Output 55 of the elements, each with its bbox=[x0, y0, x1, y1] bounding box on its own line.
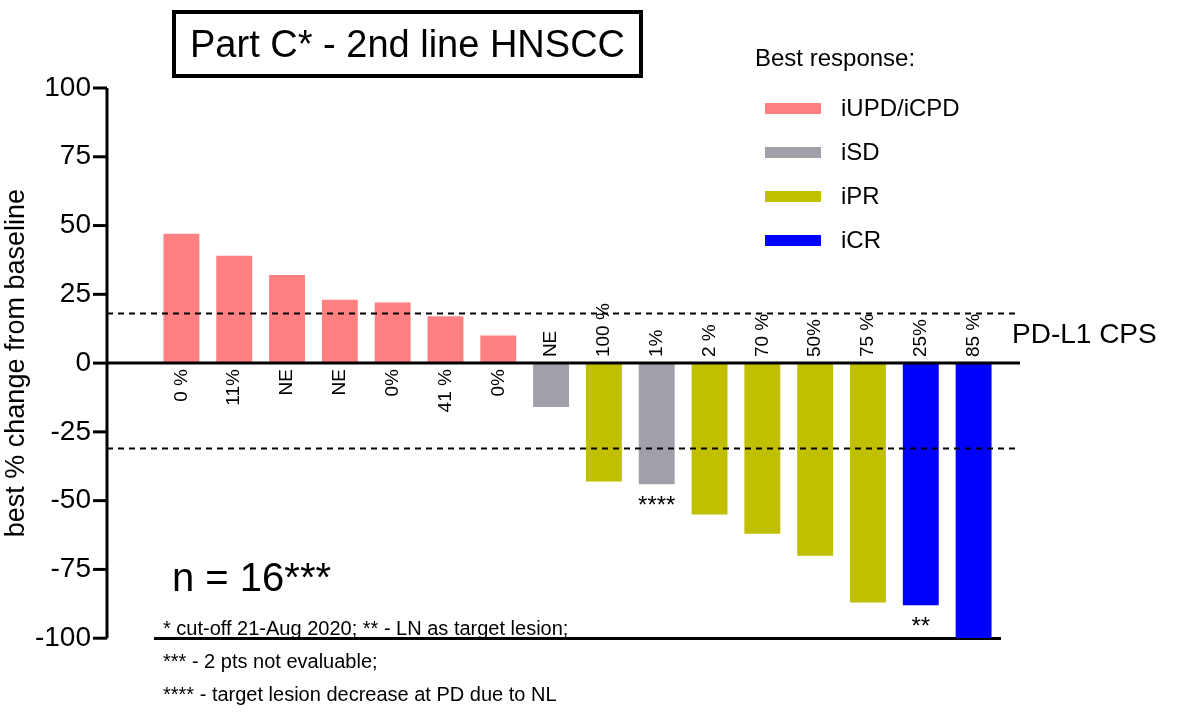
y-tick-label: 0 bbox=[75, 345, 91, 377]
bar bbox=[638, 363, 675, 485]
bar bbox=[427, 316, 464, 364]
bar bbox=[374, 302, 411, 364]
chart-title: Part C* - 2nd line HNSCC bbox=[172, 10, 644, 78]
x-tick-label: 0% bbox=[380, 369, 402, 397]
bar bbox=[955, 363, 992, 639]
annotation: * cut-off 21-Aug 2020; ** - LN as target lesion; bbox=[163, 617, 569, 640]
legend-label: iUPD/iCPD bbox=[841, 94, 960, 122]
bar bbox=[163, 233, 200, 364]
bar bbox=[533, 363, 570, 408]
legend-label: iPR bbox=[841, 182, 880, 210]
y-tick-label: -100 bbox=[34, 620, 91, 652]
bar bbox=[321, 299, 358, 364]
annotation: **** bbox=[638, 490, 676, 518]
bar bbox=[480, 335, 517, 364]
bar bbox=[216, 255, 253, 364]
legend-title: Best response: bbox=[755, 44, 917, 72]
y-tick-label: 50 bbox=[59, 208, 91, 240]
bar bbox=[269, 275, 305, 364]
y-tick-label: 25 bbox=[59, 277, 91, 309]
y-tick-label: -75 bbox=[50, 552, 91, 584]
legend-label: iSD bbox=[841, 138, 880, 166]
legend-label: iCR bbox=[841, 226, 881, 254]
x-tick-label: 50% bbox=[803, 318, 825, 358]
bar bbox=[744, 363, 781, 534]
annotation: ** bbox=[911, 611, 931, 639]
x-tick-label: 75 % bbox=[856, 313, 878, 358]
y-tick-label: -50 bbox=[50, 483, 91, 515]
x-tick-label: 41 % bbox=[433, 369, 455, 413]
text: **** - target lesion decrease at PD due to NL bbox=[163, 683, 557, 706]
annotation: n = 16*** bbox=[172, 555, 332, 600]
bar bbox=[585, 363, 622, 482]
x-tick-label: 11% bbox=[222, 369, 244, 406]
text: *** - 2 pts not evaluable; bbox=[163, 650, 378, 673]
bar bbox=[797, 363, 834, 556]
x-tick-label: NE bbox=[328, 369, 350, 396]
y-tick-label: 75 bbox=[59, 139, 91, 171]
x-tick-label: 1% bbox=[644, 329, 666, 358]
x-tick-label: 2 % bbox=[697, 324, 719, 358]
x-tick-label: NE bbox=[275, 369, 297, 396]
x-tick-label: 70 % bbox=[750, 313, 772, 358]
x-tick-label: 85 % bbox=[961, 313, 983, 358]
y-tick-label: 100 bbox=[44, 70, 91, 102]
y-axis-title: best % change from baseline bbox=[0, 188, 30, 538]
x-tick-label: 0 % bbox=[169, 369, 191, 402]
x-tick-label: 100 % bbox=[592, 303, 614, 358]
x-tick-label: 0% bbox=[486, 369, 508, 397]
bar bbox=[902, 363, 939, 606]
x-tick-label: NE bbox=[539, 330, 561, 358]
bar bbox=[850, 363, 886, 603]
y-tick-label: -25 bbox=[50, 414, 91, 446]
bar bbox=[691, 363, 728, 515]
x-tick-label: 25% bbox=[909, 318, 931, 358]
x-axis-title: PD-L1 CPS bbox=[1012, 317, 1157, 349]
